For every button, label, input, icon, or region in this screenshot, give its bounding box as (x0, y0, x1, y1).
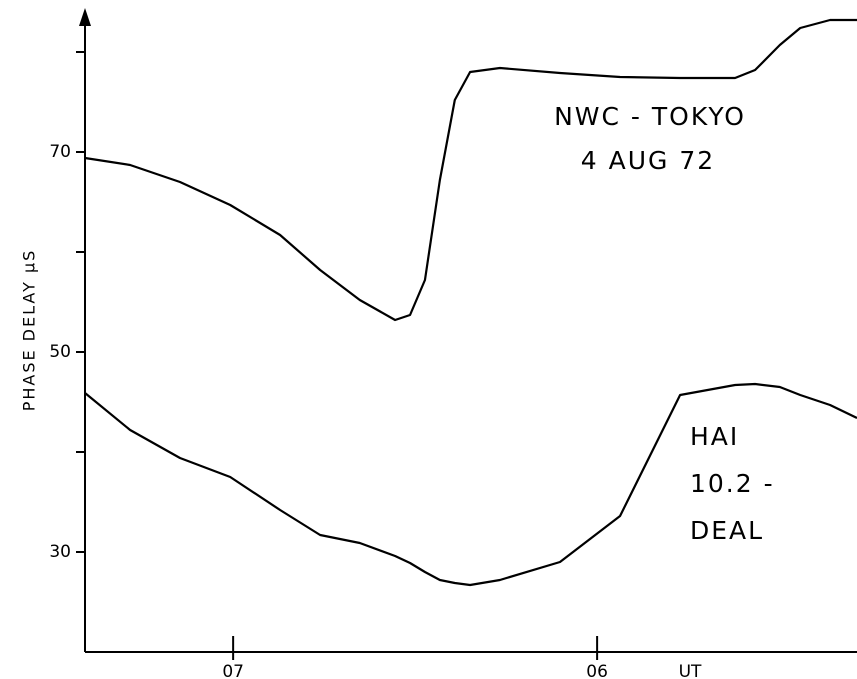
annotation: 4 AUG 72 (581, 146, 715, 175)
y-tick-label: 50 (49, 342, 71, 362)
x-tick-label: 07 (222, 662, 244, 679)
annotation: HAI (690, 422, 739, 451)
annotation: 10.2 - (690, 469, 775, 498)
y-tick-label: 70 (49, 142, 71, 162)
line (84, 382, 857, 587)
y-tick-label: 30 (49, 542, 71, 562)
line (84, 18, 857, 322)
annotation: DEAL (690, 516, 764, 545)
x-tick-label: 06 (586, 662, 608, 679)
annotation: NWC - TOKYO (554, 102, 746, 131)
x-axis-label: UT (679, 662, 702, 679)
y-axis-arrow (79, 8, 91, 26)
y-axis-label: PHASE DELAY μS (20, 249, 39, 412)
